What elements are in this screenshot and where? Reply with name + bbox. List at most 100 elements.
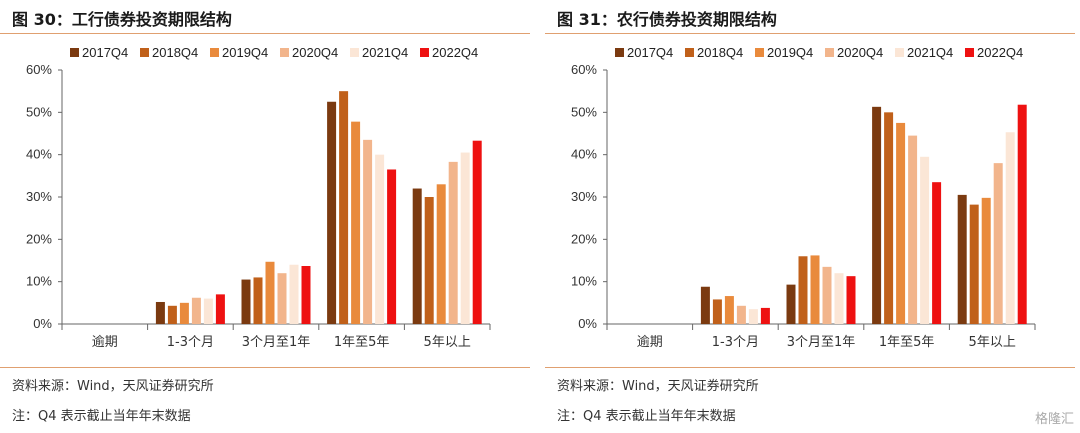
bar-2020Q4-3 [363,139,373,324]
bar-2017Q4-4 [412,188,422,324]
bar-2022Q4-3 [932,182,942,324]
legend-label-2021Q4: 2021Q4 [362,45,408,60]
bar-2017Q4-1 [155,301,165,324]
title-divider [0,33,530,34]
source-text: 资料来源：Wind，天风证券研究所 [557,379,759,394]
y-tick-label: 30% [26,189,52,204]
bar-2020Q4-3 [908,135,918,324]
bar-2020Q4-1 [736,305,746,324]
legend-label-2022Q4: 2022Q4 [977,45,1023,60]
source-divider [545,367,1075,368]
bar-2022Q4-1 [760,307,770,324]
legend-label-2017Q4: 2017Q4 [627,45,673,60]
legend-swatch-2017Q4 [70,48,79,57]
bar-2021Q4-1 [748,309,758,324]
y-tick-label: 20% [571,231,597,246]
x-category-label: 5年以上 [424,335,471,350]
note-text: 注：Q4 表示截止当年年末数据 [557,409,736,424]
y-tick-label: 50% [26,104,52,119]
chart-title: 图 31：农行债券投资期限结构 [557,10,777,29]
y-tick-label: 30% [571,189,597,204]
legend-label-2020Q4: 2020Q4 [837,45,883,60]
bar-2017Q4-1 [700,286,710,324]
legend-label-2022Q4: 2022Q4 [432,45,478,60]
bar-2018Q4-2 [253,277,263,324]
y-tick-label: 10% [571,274,597,289]
bar-2020Q4-4 [993,163,1003,324]
bar-2020Q4-2 [822,266,832,324]
y-tick-label: 60% [571,62,597,77]
legend-label-2018Q4: 2018Q4 [152,45,198,60]
bar-2019Q4-4 [981,197,991,324]
bar-2022Q4-4 [472,140,482,324]
bar-chart-abc: 2017Q4 2018Q4 2019Q4 2020Q4 2021Q4 2022Q4 0% 10… [571,45,1036,350]
bar-2019Q4-4 [436,184,446,324]
legend-swatch-2019Q4 [210,48,219,57]
bar-2021Q4-2 [834,273,844,324]
x-category-label: 逾期 [637,335,663,350]
y-tick-label: 20% [26,231,52,246]
legend-swatch-2021Q4 [895,48,904,57]
bar-2022Q4-4 [1017,104,1027,324]
chart-panel-icbc: 图 30：工行债券投资期限结构 2017Q4 2018Q4 2019Q4 2020Q4… [0,0,530,433]
legend-swatch-2018Q4 [140,48,149,57]
bar-2018Q4-1 [167,305,177,324]
bar-2021Q4-3 [920,156,930,324]
y-tick-label: 40% [571,147,597,162]
bar-2017Q4-2 [786,284,796,324]
y-tick-label: 60% [26,62,52,77]
y-tick-label: 50% [571,104,597,119]
note-text: 注：Q4 表示截止当年年末数据 [12,409,191,424]
legend-swatch-2018Q4 [685,48,694,57]
legend-label-2019Q4: 2019Q4 [222,45,268,60]
watermark-logo: 格隆汇 [1034,412,1074,427]
y-tick-label: 10% [26,274,52,289]
bar-2022Q4-2 [301,266,311,324]
bar-2018Q4-3 [884,112,894,324]
bar-2021Q4-4 [1005,132,1015,324]
x-category-label: 1-3个月 [167,335,214,350]
bar-2021Q4-4 [460,152,470,324]
chart-panel-abc: 图 31：农行债券投资期限结构 2017Q4 2018Q4 2019Q4 2020Q4… [545,0,1075,433]
bar-2021Q4-2 [289,264,299,324]
bar-2022Q4-1 [215,294,225,324]
bar-2019Q4-2 [810,255,820,324]
y-tick-label: 40% [26,147,52,162]
bar-2017Q4-3 [327,101,337,324]
legend-swatch-2021Q4 [350,48,359,57]
bar-2018Q4-3 [339,91,349,324]
title-divider [545,33,1075,34]
x-category-label: 1年至5年 [879,335,935,350]
legend-label-2020Q4: 2020Q4 [292,45,338,60]
bar-2018Q4-2 [798,256,808,324]
legend-label-2017Q4: 2017Q4 [82,45,128,60]
legend-swatch-2022Q4 [965,48,974,57]
y-tick-label: 0% [33,316,52,331]
bar-2018Q4-4 [424,197,434,324]
legend-swatch-2019Q4 [755,48,764,57]
x-category-label: 3个月至1年 [242,335,311,350]
legend-swatch-2020Q4 [280,48,289,57]
bar-2021Q4-3 [375,154,385,324]
source-divider [0,367,530,368]
bar-2019Q4-3 [896,122,906,325]
bar-2018Q4-4 [969,204,979,324]
chart-title: 图 30：工行债券投资期限结构 [12,10,232,29]
bar-chart-icbc: 2017Q4 2018Q4 2019Q4 2020Q4 2021Q4 2022Q4 0% 10… [26,45,491,350]
x-category-label: 3个月至1年 [787,335,856,350]
bar-2020Q4-2 [277,273,287,324]
x-category-label: 逾期 [92,335,118,350]
x-category-label: 5年以上 [969,335,1016,350]
legend-swatch-2022Q4 [420,48,429,57]
legend-label-2018Q4: 2018Q4 [697,45,743,60]
bar-2020Q4-4 [448,161,458,324]
x-category-label: 1年至5年 [334,335,390,350]
bar-2017Q4-3 [872,106,882,324]
bar-2019Q4-3 [351,121,361,324]
bar-2021Q4-1 [203,298,213,324]
bar-2018Q4-1 [712,299,722,324]
y-tick-label: 0% [578,316,597,331]
legend-label-2021Q4: 2021Q4 [907,45,953,60]
bar-2017Q4-2 [241,279,251,324]
legend-swatch-2017Q4 [615,48,624,57]
